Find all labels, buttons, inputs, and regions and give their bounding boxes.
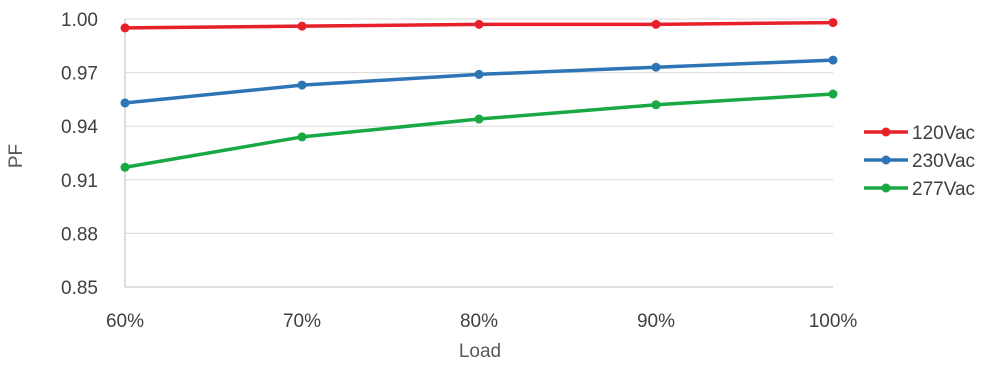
x-axis-title: Load [459, 341, 501, 362]
data-point-120Vac [120, 23, 130, 33]
data-point-120Vac [651, 19, 661, 29]
gridlines [125, 18, 833, 288]
legend-label-230Vac: 230Vac [912, 151, 975, 172]
y-tick-label: 0.97 [61, 64, 98, 85]
data-point-120Vac [828, 18, 838, 28]
data-point-230Vac [120, 98, 130, 108]
legend-marker-230Vac [881, 155, 891, 165]
data-point-277Vac [120, 162, 130, 172]
data-point-230Vac [297, 80, 307, 90]
data-point-230Vac [474, 69, 484, 79]
x-tick-labels: 60% 70% 80% 90% 100% [106, 311, 857, 332]
x-tick-label: 70% [283, 311, 321, 332]
data-point-230Vac [828, 55, 838, 65]
data-point-120Vac [474, 19, 484, 29]
series-lines [120, 18, 838, 172]
y-tick-label: 0.94 [61, 117, 98, 138]
legend: 120Vac 230Vac 277Vac [864, 123, 975, 200]
y-tick-labels: 0.85 0.88 0.91 0.94 0.97 1.00 [61, 10, 98, 299]
data-point-277Vac [297, 132, 307, 142]
data-point-277Vac [651, 100, 661, 110]
y-tick-label: 1.00 [61, 10, 98, 31]
legend-label-277Vac: 277Vac [912, 179, 975, 200]
data-point-277Vac [828, 89, 838, 99]
legend-marker-277Vac [881, 183, 891, 193]
y-tick-label: 0.85 [61, 278, 98, 299]
x-tick-label: 90% [637, 311, 675, 332]
series-line-230Vac [124, 58, 834, 105]
data-point-120Vac [297, 21, 307, 31]
y-axis-title: PF [6, 144, 27, 168]
y-tick-label: 0.91 [61, 171, 98, 192]
data-point-277Vac [474, 114, 484, 124]
data-point-230Vac [651, 62, 661, 72]
axes [124, 19, 833, 288]
x-tick-label: 60% [106, 311, 144, 332]
x-tick-label: 100% [809, 311, 858, 332]
legend-label-120Vac: 120Vac [912, 123, 975, 144]
y-tick-label: 0.88 [61, 224, 98, 245]
legend-marker-120Vac [881, 127, 891, 137]
x-tick-label: 80% [460, 311, 498, 332]
series-line-277Vac [124, 92, 834, 170]
